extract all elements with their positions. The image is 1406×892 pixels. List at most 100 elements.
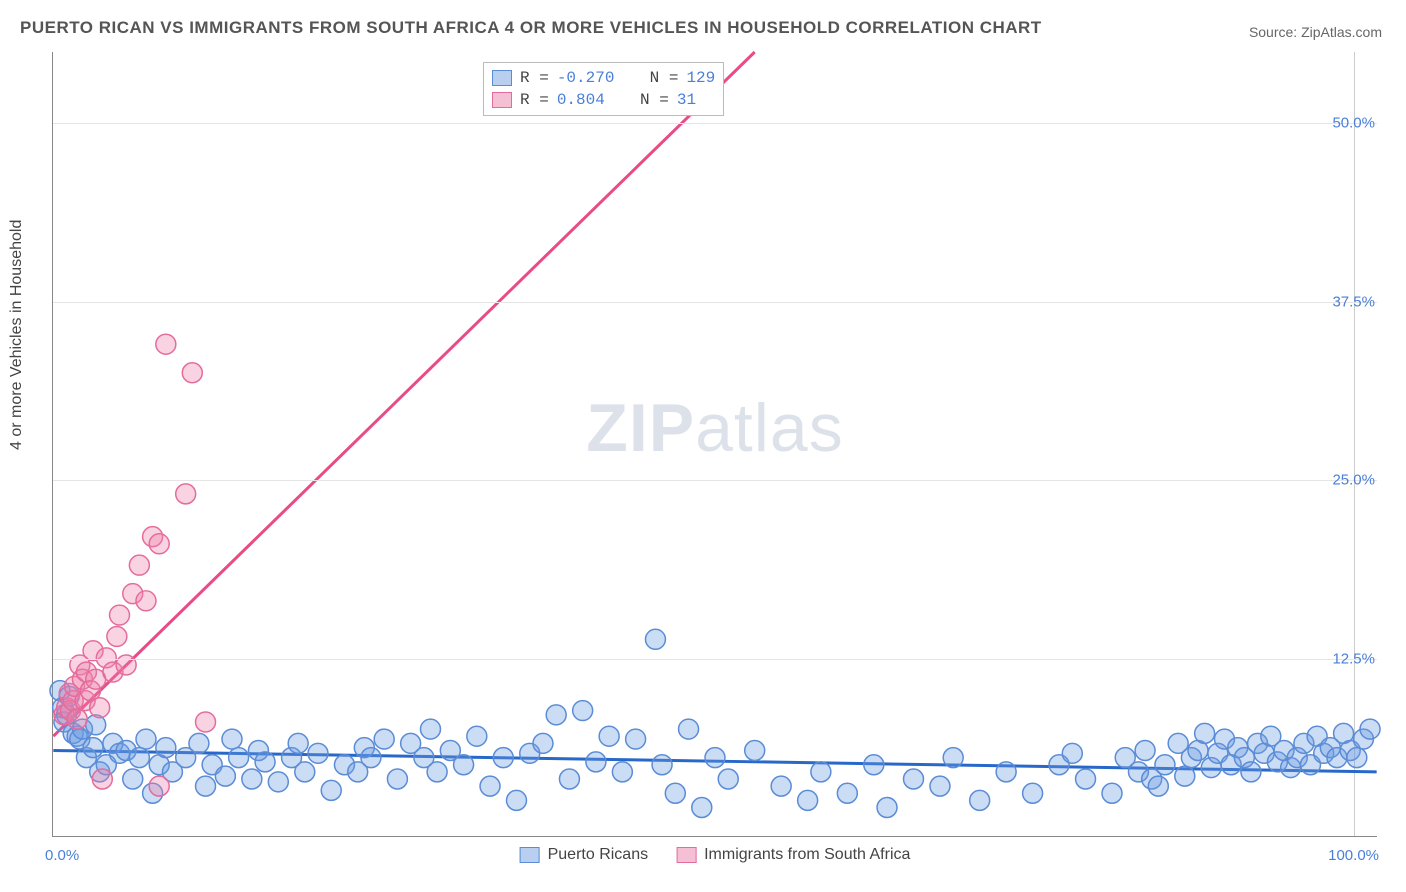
x-tick-right: 100.0%: [1328, 847, 1379, 864]
source-prefix: Source:: [1249, 24, 1297, 40]
data-point: [837, 783, 857, 803]
data-point: [156, 334, 176, 354]
data-point: [242, 769, 262, 789]
gridline: [53, 659, 1377, 660]
swatch-icon: [520, 847, 540, 863]
data-point: [129, 748, 149, 768]
data-point: [295, 762, 315, 782]
stats-box: R = -0.270 N = 129 R = 0.804 N = 31: [483, 62, 724, 116]
data-point: [970, 790, 990, 810]
data-point: [771, 776, 791, 796]
data-point: [1241, 762, 1261, 782]
data-point: [559, 769, 579, 789]
data-point: [387, 769, 407, 789]
data-point: [1347, 748, 1367, 768]
data-point: [1195, 723, 1215, 743]
swatch-icon: [676, 847, 696, 863]
stats-row: R = -0.270 N = 129: [492, 67, 715, 89]
data-point: [493, 748, 513, 768]
r-label: R =: [520, 91, 549, 109]
data-point: [149, 776, 169, 796]
legend-label: Immigrants from South Africa: [704, 846, 910, 864]
data-point: [90, 698, 110, 718]
data-point: [652, 755, 672, 775]
data-point: [196, 712, 216, 732]
data-point: [255, 752, 275, 772]
data-point: [361, 748, 381, 768]
data-point: [129, 555, 149, 575]
data-point: [374, 729, 394, 749]
data-point: [1175, 766, 1195, 786]
data-point: [149, 534, 169, 554]
data-point: [268, 772, 288, 792]
data-point: [67, 709, 87, 729]
data-point: [745, 740, 765, 760]
data-point: [215, 766, 235, 786]
r-value: -0.270: [557, 69, 615, 87]
data-point: [1135, 740, 1155, 760]
plot-area: ZIPatlas R =-0.270 N = 129R = 0.804 N = …: [52, 52, 1377, 837]
chart-title: PUERTO RICAN VS IMMIGRANTS FROM SOUTH AF…: [20, 18, 1042, 38]
data-point: [156, 738, 176, 758]
data-point: [599, 726, 619, 746]
data-point: [288, 733, 308, 753]
data-point: [1076, 769, 1096, 789]
data-point: [92, 769, 112, 789]
data-point: [705, 748, 725, 768]
data-point: [1155, 755, 1175, 775]
data-point: [107, 626, 127, 646]
data-point: [1062, 743, 1082, 763]
data-point: [1023, 783, 1043, 803]
data-point: [196, 776, 216, 796]
r-value: 0.804: [557, 91, 605, 109]
y-tick-label: 50.0%: [1332, 115, 1379, 132]
data-point: [1148, 776, 1168, 796]
data-point: [507, 790, 527, 810]
data-point: [665, 783, 685, 803]
stats-row: R = 0.804 N = 31: [492, 89, 715, 111]
data-point: [679, 719, 699, 739]
data-point: [546, 705, 566, 725]
data-point: [189, 733, 209, 753]
data-point: [136, 729, 156, 749]
legend: Puerto Ricans Immigrants from South Afric…: [520, 846, 911, 864]
data-point: [83, 738, 103, 758]
data-point: [454, 755, 474, 775]
n-label: N =: [640, 91, 669, 109]
gridline: [53, 123, 1377, 124]
data-point: [222, 729, 242, 749]
data-point: [877, 798, 897, 818]
data-point: [718, 769, 738, 789]
data-point: [573, 701, 593, 721]
source-label: Source: ZipAtlas.com: [1249, 24, 1382, 40]
data-point: [864, 755, 884, 775]
gridline: [53, 302, 1377, 303]
swatch-icon: [492, 92, 512, 108]
data-point: [1360, 719, 1380, 739]
data-point: [480, 776, 500, 796]
source-value: ZipAtlas.com: [1301, 24, 1382, 40]
legend-item: Puerto Ricans: [520, 846, 649, 864]
legend-item: Immigrants from South Africa: [676, 846, 910, 864]
n-label: N =: [650, 69, 679, 87]
legend-label: Puerto Ricans: [548, 846, 649, 864]
data-point: [612, 762, 632, 782]
data-point: [321, 780, 341, 800]
data-point: [229, 748, 249, 768]
n-value: 129: [686, 69, 715, 87]
y-tick-label: 25.0%: [1332, 472, 1379, 489]
data-point: [467, 726, 487, 746]
data-point: [308, 743, 328, 763]
n-value: 31: [677, 91, 696, 109]
data-point: [586, 752, 606, 772]
data-point: [123, 769, 143, 789]
data-point: [182, 363, 202, 383]
y-tick-label: 37.5%: [1332, 293, 1379, 310]
data-point: [692, 798, 712, 818]
swatch-icon: [492, 70, 512, 86]
data-point: [533, 733, 553, 753]
r-label: R =: [520, 69, 549, 87]
data-point: [626, 729, 646, 749]
data-point: [427, 762, 447, 782]
y-tick-label: 12.5%: [1332, 650, 1379, 667]
